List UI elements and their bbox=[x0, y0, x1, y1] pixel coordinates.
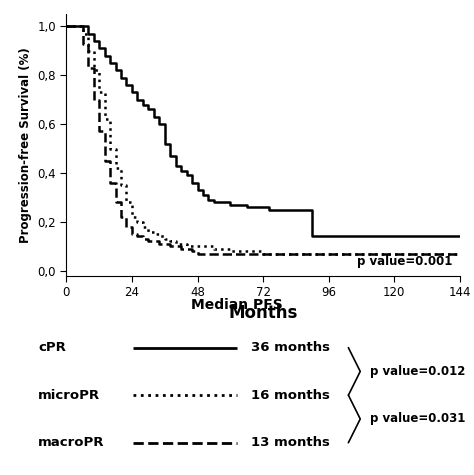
Y-axis label: Progression-free Survival (%): Progression-free Survival (%) bbox=[19, 47, 32, 243]
Text: 16 months: 16 months bbox=[251, 389, 330, 402]
Text: Median PFS: Median PFS bbox=[191, 298, 283, 312]
Text: p value=0.012: p value=0.012 bbox=[370, 365, 465, 378]
Text: 13 months: 13 months bbox=[251, 436, 330, 449]
X-axis label: Months: Months bbox=[228, 304, 298, 323]
Text: macroPR: macroPR bbox=[38, 436, 104, 449]
Text: p value=0.031: p value=0.031 bbox=[370, 412, 465, 426]
Text: p value=0.001: p value=0.001 bbox=[356, 255, 452, 268]
Text: cPR: cPR bbox=[38, 341, 66, 354]
Text: 36 months: 36 months bbox=[251, 341, 330, 354]
Text: microPR: microPR bbox=[38, 389, 100, 402]
